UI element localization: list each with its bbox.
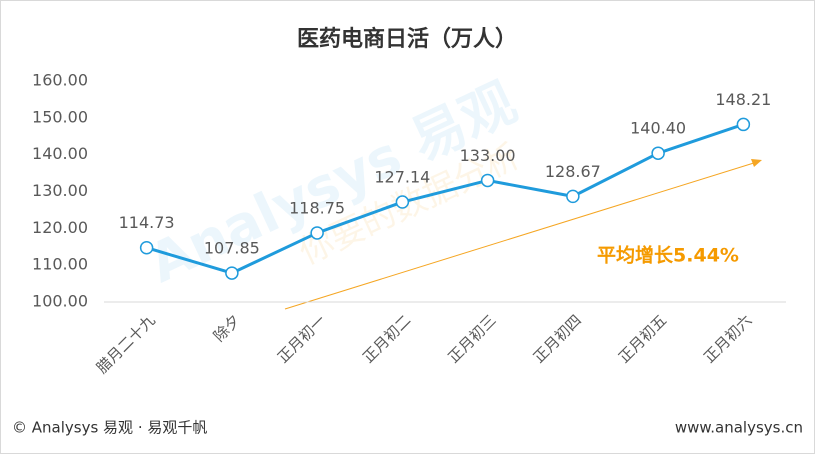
y-tick-label: 100.00 bbox=[32, 292, 88, 311]
value-label: 133.00 bbox=[460, 146, 516, 165]
y-tick-label: 150.00 bbox=[32, 107, 88, 126]
point bbox=[225, 266, 239, 280]
y-tick-label: 140.00 bbox=[32, 144, 88, 163]
value-label: 107.85 bbox=[204, 239, 260, 258]
trend-arrow bbox=[284, 161, 758, 310]
point bbox=[395, 195, 410, 209]
trend-arrow-head bbox=[751, 159, 762, 167]
y-tick-label: 120.00 bbox=[32, 218, 88, 237]
y-tick-label: 130.00 bbox=[32, 181, 88, 200]
value-label: 148.21 bbox=[715, 90, 771, 109]
value-label: 118.75 bbox=[289, 198, 345, 217]
point bbox=[566, 189, 580, 204]
value-label: 128.67 bbox=[545, 162, 601, 181]
point bbox=[310, 226, 324, 240]
point bbox=[736, 117, 751, 132]
point bbox=[651, 146, 665, 160]
footer-left: © Analysys 易观 · 易观千帆 bbox=[12, 419, 207, 437]
value-label: 127.14 bbox=[374, 168, 430, 187]
value-label: 140.40 bbox=[630, 119, 686, 138]
chart-title: 医药电商日活（万人） bbox=[297, 26, 517, 52]
point bbox=[480, 173, 495, 188]
annotation: 平均增长5.44% bbox=[597, 244, 739, 267]
y-tick-label: 160.00 bbox=[32, 71, 88, 90]
point bbox=[139, 240, 154, 255]
y-tick-label: 110.00 bbox=[32, 255, 88, 274]
footer-right: www.analysys.cn bbox=[675, 419, 803, 437]
value-label: 114.73 bbox=[119, 213, 175, 232]
line bbox=[146, 123, 744, 275]
